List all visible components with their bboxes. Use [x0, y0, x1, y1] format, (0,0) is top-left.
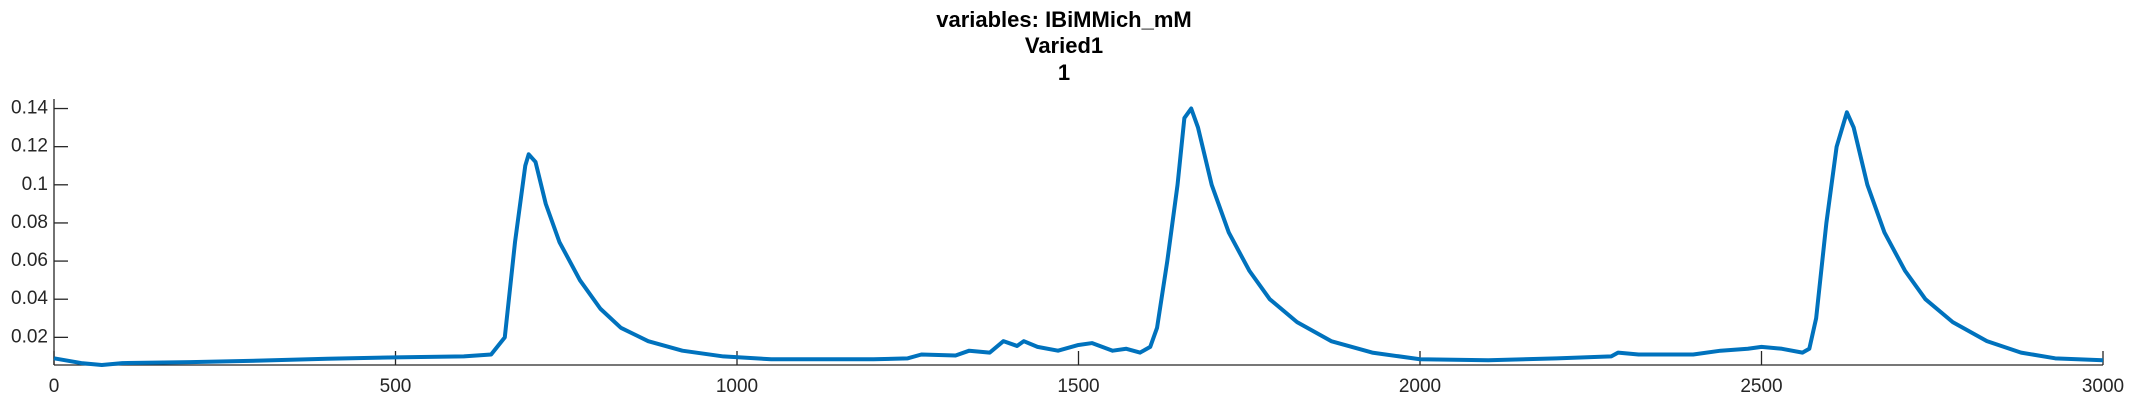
x-tick-label: 2000: [1399, 376, 1441, 397]
x-tick-label: 1000: [716, 376, 758, 397]
data-line: [53, 106, 2104, 367]
y-tick-label: 0.02: [11, 326, 48, 347]
x-tick-label: 2500: [1740, 376, 1782, 397]
y-tick-label: 0.04: [11, 288, 48, 309]
x-tick-label: 1500: [1057, 376, 1099, 397]
y-tick-label: 0.1: [22, 174, 48, 195]
y-tick-label: 0.08: [11, 212, 48, 233]
x-tick-label: 500: [380, 376, 412, 397]
chart-subtitle: 1: [1058, 60, 1070, 85]
x-tick-label: 3000: [2082, 376, 2124, 397]
x-tick-label: 0: [49, 376, 60, 397]
y-tick-label: 0.14: [11, 98, 48, 119]
y-tick-label: 0.06: [11, 250, 48, 271]
y-tick-label: 0.12: [11, 136, 48, 157]
chart-subtitle: Varied1: [1025, 33, 1103, 58]
chart-title: variables: IBiMMich_mM: [936, 7, 1192, 32]
